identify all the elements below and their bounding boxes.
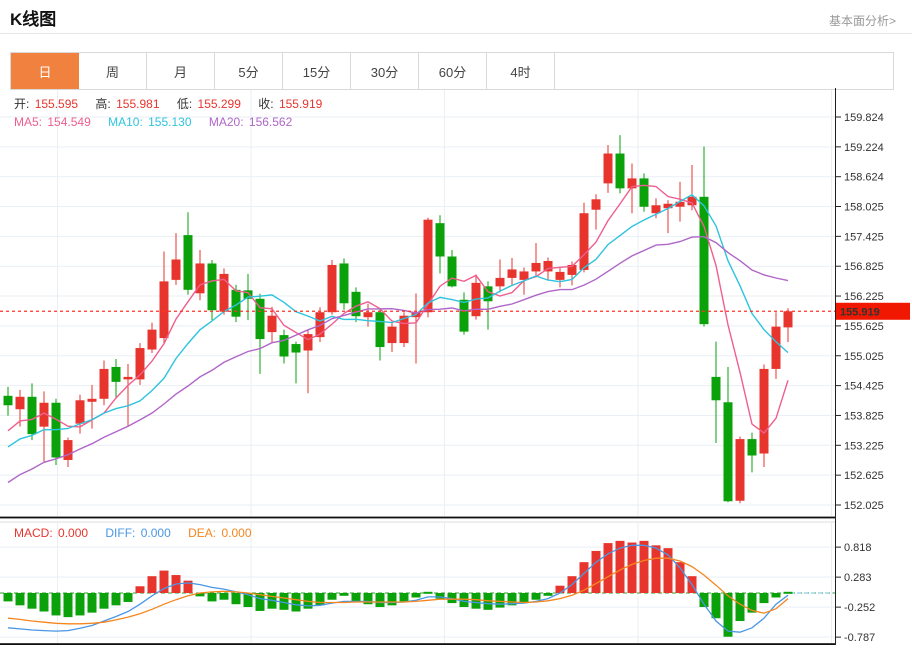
macd-bars-group [3, 540, 793, 637]
fundamental-analysis-link[interactable]: 基本面分析> [828, 14, 896, 28]
svg-text:-0.787: -0.787 [844, 632, 875, 644]
svg-text:156.225: 156.225 [844, 291, 884, 303]
svg-text:159.824: 159.824 [844, 112, 884, 124]
tab-month[interactable]: 月 [147, 53, 215, 89]
tabbar-filler [555, 53, 893, 89]
ma20-value: 156.562 [248, 115, 293, 129]
svg-text:158.025: 158.025 [844, 202, 884, 214]
grid-group [0, 90, 835, 643]
ma5-label: MA5: [14, 115, 43, 129]
svg-text:154.425: 154.425 [844, 381, 884, 393]
low-label: 低: [176, 97, 193, 111]
y-axis: 159.824 159.224 158.624 158.025 157.425 156.8… [835, 88, 884, 645]
svg-text:153.825: 153.825 [844, 410, 884, 422]
tab-day[interactable]: 日 [11, 53, 79, 89]
svg-text:157.425: 157.425 [844, 231, 884, 243]
close-label: 收: [258, 97, 274, 111]
last-price-badge: 155.919 [836, 302, 910, 320]
ma-legend: MA5: 154.549 MA10: 155.130 MA20: 156.562 [14, 115, 306, 129]
high-label: 高: [95, 97, 111, 111]
period-tabbar: 日周月 5分 15分 30分 60分 4时 [10, 52, 894, 90]
open-label: 开: [14, 97, 30, 111]
svg-text:156.825: 156.825 [844, 261, 884, 273]
macd-value: 0.000 [58, 526, 89, 540]
macd-label: MACD: [14, 526, 53, 540]
header-divider [0, 33, 912, 34]
macd-legend: MACD: 0.000 DIFF: 0.000 DEA: 0.000 [14, 526, 266, 540]
svg-text:155.625: 155.625 [844, 321, 884, 333]
ohlc-legend: 开: 155.595 高: 155.981 低: 155.299 收: 155.… [14, 95, 336, 112]
high-value: 155.981 [116, 97, 160, 111]
diff-label: DIFF: [105, 526, 136, 540]
svg-text:155.025: 155.025 [844, 351, 884, 363]
svg-text:152.025: 152.025 [844, 500, 884, 512]
tab-15min[interactable]: 15分 [283, 53, 351, 89]
svg-text:152.625: 152.625 [844, 470, 884, 482]
low-value: 155.299 [197, 97, 241, 111]
ma10-label: MA10: [108, 115, 143, 129]
page-title: K线图 [10, 10, 57, 29]
tab-4hour[interactable]: 4时 [487, 53, 555, 89]
dea-value: 0.000 [221, 526, 252, 540]
svg-text:159.224: 159.224 [844, 142, 884, 154]
tab-60min[interactable]: 60分 [419, 53, 487, 89]
ma10-value: 155.130 [148, 115, 192, 129]
svg-text:0.818: 0.818 [844, 542, 872, 554]
svg-text:158.624: 158.624 [844, 172, 884, 184]
tab-week[interactable]: 周 [79, 53, 147, 89]
dea-line [7, 557, 789, 625]
svg-text:-0.252: -0.252 [844, 602, 875, 614]
svg-text:155.919: 155.919 [840, 306, 880, 318]
dea-label: DEA: [188, 526, 217, 540]
open-value: 155.595 [34, 97, 79, 111]
ma20-label: MA20: [208, 115, 244, 129]
chart-canvas[interactable]: 155.919 159.824 159.224 158.624 158.025 157.4… [0, 88, 912, 649]
ma5-value: 154.549 [47, 115, 91, 129]
candles-group [3, 135, 793, 504]
ma10-line [7, 193, 789, 448]
close-value: 155.919 [278, 97, 323, 111]
svg-text:0.283: 0.283 [844, 572, 872, 584]
diff-value: 0.000 [140, 526, 171, 540]
tab-30min[interactable]: 30分 [351, 53, 419, 89]
ma20-line [7, 235, 789, 484]
tab-5min[interactable]: 5分 [215, 53, 283, 89]
ma5-line [7, 184, 789, 434]
panel-borders [0, 516, 835, 645]
svg-text:153.225: 153.225 [844, 440, 884, 452]
